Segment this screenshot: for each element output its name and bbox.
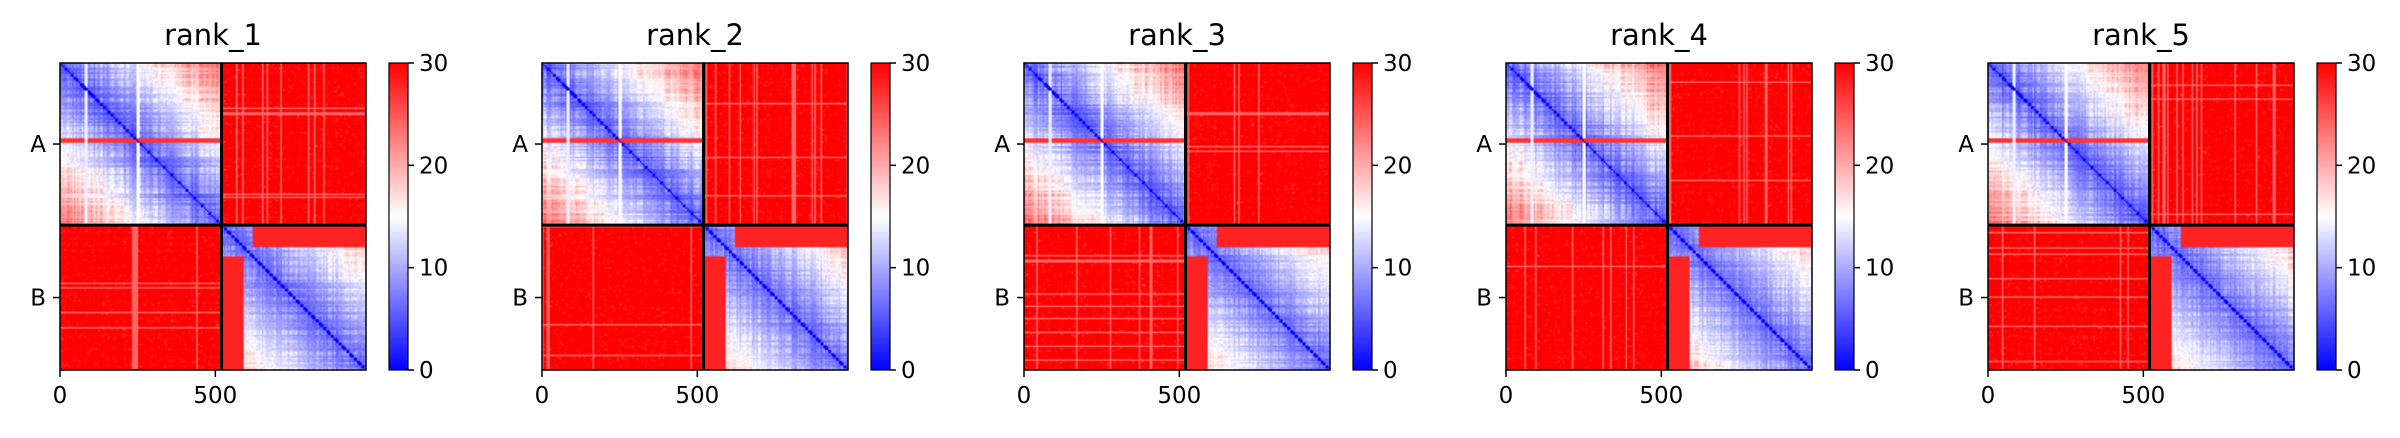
colorbar-tick-label: 30 bbox=[901, 51, 930, 77]
heatmap-panel-4: rank_4 0 500 A B 0 10 20 30 bbox=[1476, 18, 1894, 409]
colorbar-tick-label: 20 bbox=[419, 153, 448, 179]
colorbar-tick-label: 10 bbox=[2347, 256, 2376, 282]
chart-title: rank_2 bbox=[646, 18, 744, 52]
chain-label-a: A bbox=[1476, 132, 1492, 158]
colorbar bbox=[1352, 62, 1373, 371]
colorbar-tick-label: 10 bbox=[1865, 256, 1894, 282]
chain-label-b: B bbox=[994, 286, 1010, 312]
x-tick-label: 500 bbox=[675, 383, 719, 409]
colorbar-tick-label: 20 bbox=[1865, 153, 1894, 179]
colorbar bbox=[388, 62, 409, 371]
heatmap-panel-1: rank_1 0 500 A B 0 10 20 30 bbox=[30, 18, 448, 409]
heatmap-panel-3: rank_3 0 500 A B 0 10 20 30 bbox=[994, 18, 1412, 409]
pae-heatmap-image bbox=[1506, 63, 1812, 370]
heatmap-frame bbox=[1505, 62, 1813, 371]
chain-label-b: B bbox=[30, 286, 46, 312]
x-tick-label: 500 bbox=[2121, 383, 2165, 409]
colorbar-tick-label: 0 bbox=[419, 358, 434, 384]
colorbar-tick-label: 20 bbox=[1383, 153, 1412, 179]
chain-label-a: A bbox=[30, 132, 46, 158]
x-tick-label: 0 bbox=[1981, 383, 1996, 409]
colorbar-tick-label: 20 bbox=[901, 153, 930, 179]
x-tick-label: 500 bbox=[1639, 383, 1683, 409]
x-tick-label: 0 bbox=[1499, 383, 1514, 409]
chart-title: rank_3 bbox=[1128, 18, 1226, 52]
pae-heatmap-image bbox=[1024, 63, 1330, 370]
x-tick-label: 0 bbox=[535, 383, 550, 409]
chain-label-b: B bbox=[1958, 286, 1974, 312]
colorbar-tick-label: 0 bbox=[1865, 358, 1880, 384]
colorbar-tick-label: 20 bbox=[2347, 153, 2376, 179]
colorbar-tick-label: 10 bbox=[1383, 256, 1412, 282]
chart-title: rank_5 bbox=[2092, 18, 2190, 52]
chain-label-a: A bbox=[1958, 132, 1974, 158]
colorbar-tick-label: 0 bbox=[2347, 358, 2362, 384]
heatmap-frame bbox=[59, 62, 367, 371]
chain-label-b: B bbox=[512, 286, 528, 312]
x-tick-label: 500 bbox=[1157, 383, 1201, 409]
colorbar bbox=[2316, 62, 2337, 371]
colorbar-tick-label: 0 bbox=[901, 358, 916, 384]
pae-heatmap-image bbox=[1988, 63, 2294, 370]
pae-heatmap-image bbox=[542, 63, 848, 370]
colorbar-tick-label: 10 bbox=[419, 256, 448, 282]
x-tick-label: 500 bbox=[193, 383, 237, 409]
chain-label-b: B bbox=[1476, 286, 1492, 312]
colorbar-tick-label: 30 bbox=[1865, 51, 1894, 77]
chart-title: rank_1 bbox=[164, 18, 262, 52]
chain-label-a: A bbox=[512, 132, 528, 158]
heatmap-frame bbox=[541, 62, 849, 371]
pae-heatmap-image bbox=[60, 63, 366, 370]
x-tick-label: 0 bbox=[1017, 383, 1032, 409]
heatmap-frame bbox=[1023, 62, 1331, 371]
heatmap-panel-5: rank_5 0 500 A B 0 10 20 30 bbox=[1958, 18, 2376, 409]
heatmap-frame bbox=[1987, 62, 2295, 371]
colorbar bbox=[1834, 62, 1855, 371]
colorbar bbox=[870, 62, 891, 371]
colorbar-tick-label: 30 bbox=[2347, 51, 2376, 77]
colorbar-tick-label: 30 bbox=[1383, 51, 1412, 77]
heatmap-panel-2: rank_2 0 500 A B 0 10 20 30 bbox=[512, 18, 930, 409]
chain-label-a: A bbox=[994, 132, 1010, 158]
colorbar-tick-label: 0 bbox=[1383, 358, 1398, 384]
colorbar-tick-label: 10 bbox=[901, 256, 930, 282]
x-tick-label: 0 bbox=[53, 383, 68, 409]
chart-title: rank_4 bbox=[1610, 18, 1708, 52]
colorbar-tick-label: 30 bbox=[419, 51, 448, 77]
